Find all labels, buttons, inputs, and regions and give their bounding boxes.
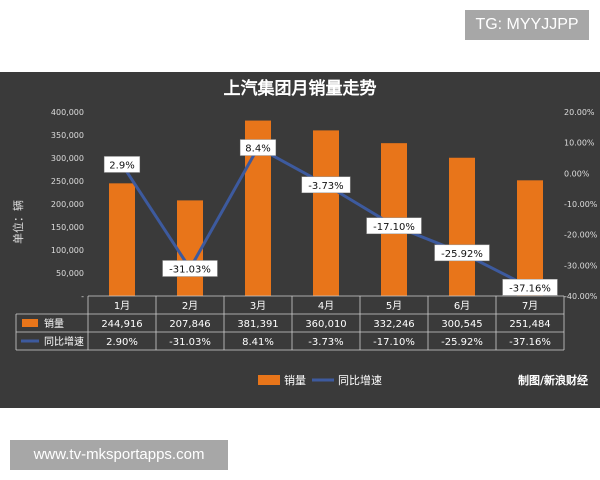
table-cell: -31.03%	[169, 337, 211, 348]
table-cell: 2.90%	[106, 337, 138, 348]
legend-swatch-bar	[258, 375, 280, 385]
bar	[109, 183, 135, 296]
data-label-box	[239, 139, 277, 156]
data-label: -3.73%	[308, 181, 343, 192]
table-cell: -17.10%	[373, 337, 415, 348]
table-key-bar	[22, 319, 38, 327]
y-left-tick-label: 100,000	[51, 246, 84, 255]
y-right-tick-label: -30.00%	[564, 261, 598, 270]
data-label: -25.92%	[441, 249, 483, 260]
table-cell: 332,246	[373, 319, 414, 330]
bar	[313, 130, 339, 296]
x-tick-label: 5月	[386, 300, 402, 312]
y-right-tick-label: -20.00%	[564, 231, 598, 240]
y-left-tick-label: 50,000	[56, 269, 84, 278]
x-tick-label: 7月	[522, 300, 538, 312]
y-right-tick-label: 10.00%	[564, 139, 595, 148]
chart-title: 上汽集团月销量走势	[224, 78, 377, 99]
chart-panel: 上汽集团月销量走势单位：辆 400,000 350,000 300,000 250,00…	[0, 72, 600, 408]
table-cell: 244,916	[101, 319, 142, 330]
table-cell: 300,545	[441, 319, 482, 330]
table-cell: -25.92%	[441, 337, 483, 348]
x-tick-label: 4月	[318, 300, 334, 312]
y-axis-label: 单位：辆	[11, 200, 25, 244]
data-label-box	[502, 279, 558, 296]
watermark-bottom: www.tv-mksportapps.com	[10, 440, 228, 470]
legend-label: 同比增速	[338, 373, 382, 387]
bar	[517, 180, 543, 296]
data-label-box	[301, 176, 351, 194]
data-label-box	[103, 156, 141, 173]
legend-label: 销量	[284, 373, 306, 387]
table-row-label: 销量	[44, 317, 64, 330]
y-left-tick-label: 150,000	[51, 223, 84, 232]
data-label: -37.16%	[509, 283, 551, 294]
y-right-tick-label: 20.00%	[564, 108, 595, 117]
y-left-tick-label: 300,000	[51, 154, 84, 163]
data-label: -17.10%	[373, 222, 415, 233]
y-left-tick-label: 200,000	[51, 200, 84, 209]
data-label-box	[162, 260, 218, 277]
x-tick-label: 2月	[182, 300, 198, 312]
table-cell: 360,010	[305, 319, 346, 330]
y-left-tick-label: -	[81, 292, 84, 301]
table-cell: -37.16%	[509, 337, 551, 348]
data-label-box	[434, 244, 490, 262]
table-cell: 251,484	[509, 319, 550, 330]
y-left-tick-label: 250,000	[51, 177, 84, 186]
table-cell: 207,846	[169, 319, 210, 330]
table-cell: -3.73%	[308, 337, 343, 348]
x-tick-label: 6月	[454, 300, 470, 312]
watermark-top: TG: MYYJJPP	[465, 10, 589, 40]
bar	[177, 200, 203, 296]
x-tick-label: 3月	[250, 300, 266, 312]
table-cell: 381,391	[237, 319, 278, 330]
data-label: 2.9%	[109, 160, 134, 171]
bar	[449, 157, 475, 296]
y-right-tick-label: -10.00%	[564, 200, 598, 209]
y-right-tick-label: 0.00%	[564, 169, 590, 178]
table-row-label: 同比增速	[44, 335, 84, 348]
y-left-tick-label: 400,000	[51, 108, 84, 117]
source-credit: 制图/新浪财经	[518, 373, 588, 387]
data-label-box	[366, 217, 422, 235]
data-label: 8.4%	[245, 144, 270, 155]
y-left-tick-label: 350,000	[51, 131, 84, 140]
table-cell: 8.41%	[242, 337, 274, 348]
y-right-tick-label: -40.00%	[564, 292, 598, 301]
data-label: -31.03%	[169, 264, 211, 275]
x-tick-label: 1月	[114, 300, 130, 312]
